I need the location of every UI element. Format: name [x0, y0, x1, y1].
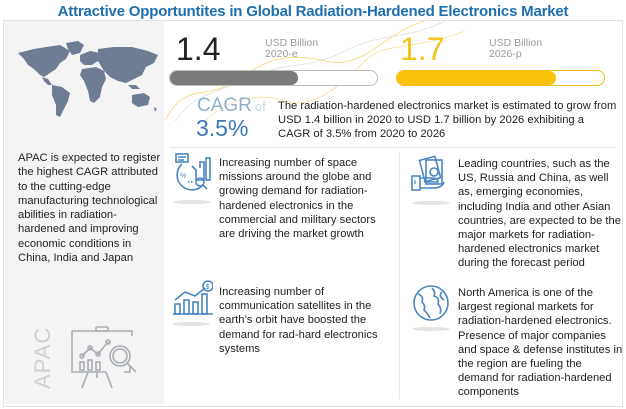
insight-leading-countries: Leading countries, such as the US, Russi… [458, 158, 621, 270]
presentation-analytics-icon [71, 326, 137, 389]
market-unit-2026: USD Billion 2026-p [489, 38, 542, 60]
market-unit-2020: USD Billion 2020-e [265, 38, 318, 60]
globe-icon [413, 285, 449, 321]
icon-shadow [412, 327, 450, 331]
icon-shadow [172, 322, 210, 326]
unit-label: USD Billion [489, 37, 543, 49]
horizontal-divider [170, 147, 616, 148]
icon-shadow [173, 200, 211, 204]
growth-chart-dollar-icon: $ [173, 280, 213, 315]
market-value-2020: 1.4 [176, 31, 221, 67]
market-value-2026: 1.7 [400, 31, 445, 67]
hand-money-icon [411, 155, 445, 191]
insight-communication-satellites: Increasing number of communication satel… [219, 286, 378, 355]
apac-description: APAC is expected to register the highest… [18, 152, 161, 265]
year-label: 2026-p [489, 48, 522, 60]
world-map-icon [18, 41, 158, 117]
vertical-divider [399, 151, 400, 399]
infographic-title: Attractive Opportuntites in Global Radia… [57, 3, 569, 20]
svg-text:$: $ [206, 284, 210, 291]
cagr-of: of [254, 99, 266, 114]
insight-north-america: North America is one of the largest regi… [458, 287, 623, 399]
cagr-label: CAGR of [197, 96, 266, 117]
apac-region-label: APAC [30, 326, 55, 389]
unit-label: USD Billion [265, 37, 319, 49]
insight-space-missions: Increasing number of space missions arou… [219, 157, 376, 241]
progress-fill-2020 [170, 71, 299, 85]
year-label: 2020-e [265, 48, 298, 60]
cagr-value: 3.5% [196, 115, 249, 141]
progress-bar-2020 [169, 70, 378, 86]
analytics-report-icon: % [175, 153, 211, 191]
cagr-word: CAGR [197, 95, 252, 116]
icon-shadow [412, 201, 450, 205]
left-panel: APAC is expected to register the highest… [4, 21, 164, 404]
svg-text:%: % [180, 173, 186, 180]
progress-bar-2026 [396, 70, 605, 86]
progress-fill-2026 [397, 71, 557, 85]
market-summary: The radiation-hardened electronics marke… [278, 100, 617, 140]
decorative-waves [165, 21, 466, 121]
